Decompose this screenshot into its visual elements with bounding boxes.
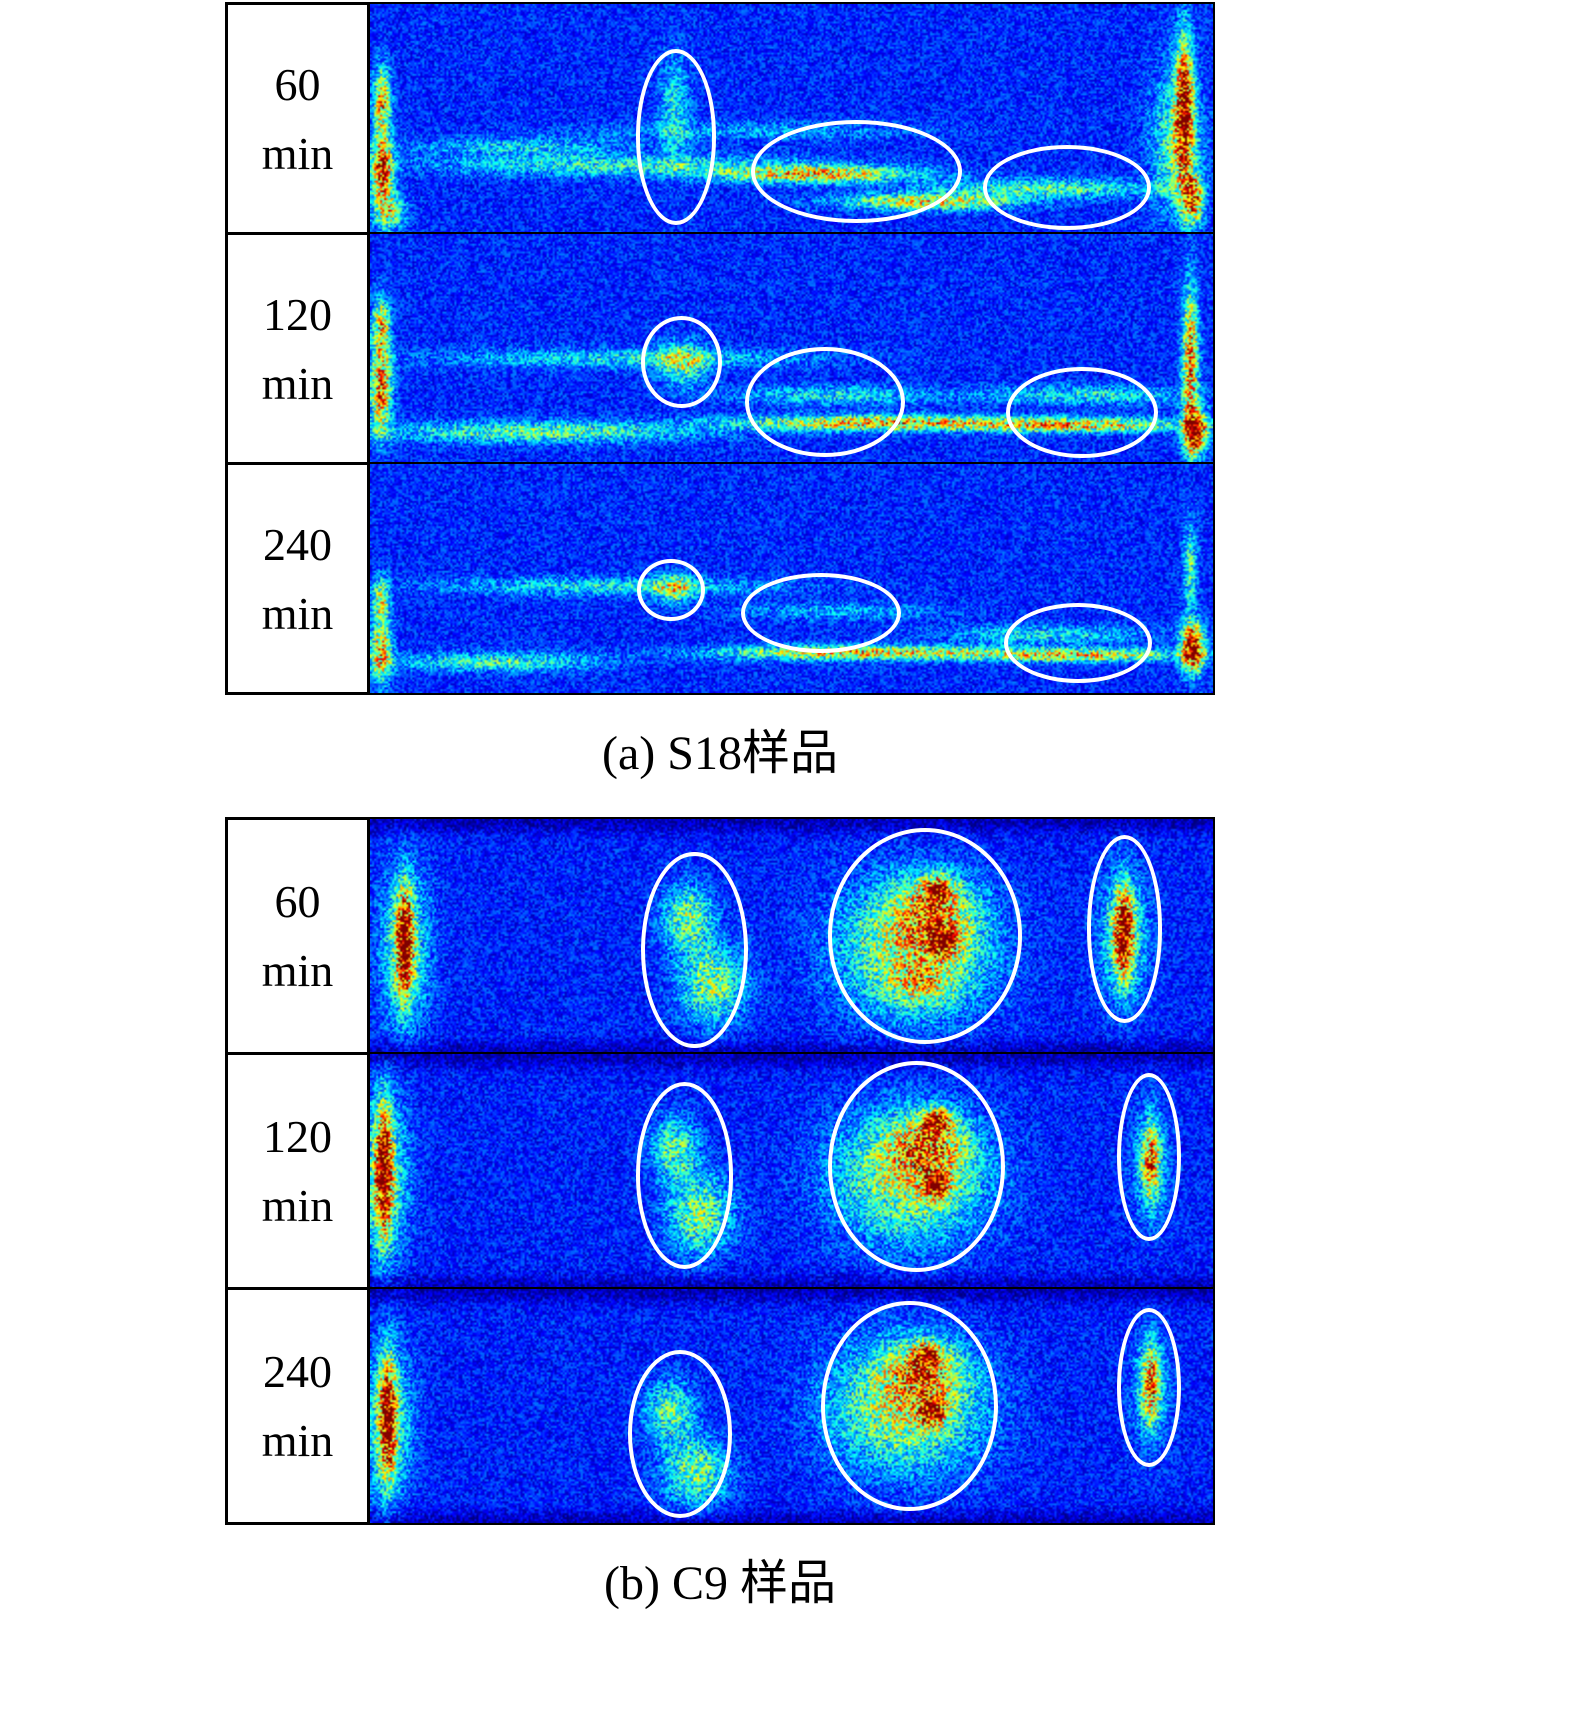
annotation-ellipse xyxy=(1116,1072,1181,1242)
heatmap-row: 120 min xyxy=(225,1052,1215,1290)
time-label: 240 min xyxy=(225,462,370,695)
heatmap-canvas xyxy=(370,1054,1213,1288)
annotation-ellipse xyxy=(640,316,722,409)
panel-a: 60 min 120 min 240 min xyxy=(225,2,1215,783)
annotation-ellipse xyxy=(1086,835,1163,1023)
panel-b-rows: 60 min 120 min 240 min xyxy=(225,817,1215,1525)
annotation-layer xyxy=(370,234,1213,463)
heatmap xyxy=(370,2,1215,235)
annotation-ellipse xyxy=(827,828,1022,1044)
panel-a-rows: 60 min 120 min 240 min xyxy=(225,2,1215,695)
annotation-ellipse xyxy=(637,559,705,621)
heatmap-row: 240 min xyxy=(225,1287,1215,1525)
annotation-ellipse xyxy=(745,347,906,458)
figure: 60 min 120 min 240 min xyxy=(0,2,1575,1613)
annotation-ellipse xyxy=(740,572,902,653)
heatmap-row: 60 min xyxy=(225,817,1215,1055)
heatmap xyxy=(370,1287,1215,1525)
time-label: 240 min xyxy=(225,1287,370,1525)
heatmap-row: 120 min xyxy=(225,232,1215,465)
heatmap xyxy=(370,462,1215,695)
annotation-layer xyxy=(370,4,1213,233)
annotation-ellipse xyxy=(635,1082,734,1270)
annotation-ellipse xyxy=(635,48,717,225)
panel-b: 60 min 120 min 240 min xyxy=(225,817,1215,1613)
annotation-ellipse xyxy=(1116,1307,1181,1467)
heatmap xyxy=(370,817,1215,1055)
heatmap-canvas xyxy=(370,819,1213,1053)
panel-a-caption: (a) S18样品 xyxy=(602,727,838,780)
annotation-ellipse xyxy=(627,1349,733,1519)
annotation-ellipse xyxy=(982,144,1152,230)
heatmap-row: 60 min xyxy=(225,2,1215,235)
heatmap-row: 240 min xyxy=(225,462,1215,695)
annotation-ellipse xyxy=(641,851,748,1049)
heatmap xyxy=(370,232,1215,465)
annotation-ellipse xyxy=(1003,602,1153,683)
heatmap-canvas xyxy=(370,1289,1213,1523)
time-label: 60 min xyxy=(225,817,370,1055)
annotation-ellipse xyxy=(821,1300,999,1512)
annotation-layer xyxy=(370,464,1213,693)
annotation-layer xyxy=(370,1289,1213,1523)
time-label: 60 min xyxy=(225,2,370,235)
annotation-ellipse xyxy=(827,1061,1005,1272)
time-label: 120 min xyxy=(225,232,370,465)
time-label: 120 min xyxy=(225,1052,370,1290)
annotation-ellipse xyxy=(751,119,962,223)
heatmap xyxy=(370,1052,1215,1290)
annotation-layer xyxy=(370,819,1213,1053)
panel-b-caption: (b) C9 样品 xyxy=(604,1557,836,1610)
annotation-ellipse xyxy=(1006,366,1159,459)
annotation-layer xyxy=(370,1054,1213,1288)
